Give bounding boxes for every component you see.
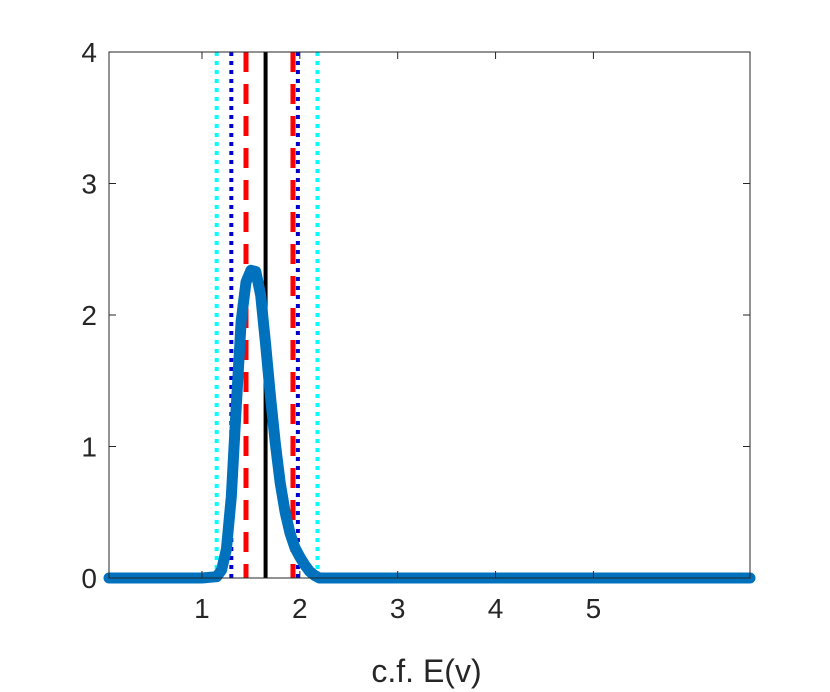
y-tick-label: 4 (81, 37, 97, 68)
y-tick-label: 0 (81, 563, 97, 594)
density-curve (103, 264, 756, 584)
y-tick-label: 3 (81, 169, 97, 200)
x-tick-label: 2 (292, 593, 308, 624)
density-series (103, 264, 756, 584)
x-tick-label: 5 (586, 593, 602, 624)
x-axis: 1 2 3 4 5 (194, 52, 601, 624)
plot-frame (108, 51, 751, 579)
y-tick-label: 2 (81, 300, 97, 331)
x-tick-label: 4 (488, 593, 504, 624)
x-axis-label: c.f. E(v) (371, 653, 481, 689)
y-tick-label: 1 (81, 432, 97, 463)
y-axis: 0 1 2 3 4 (81, 37, 750, 594)
x-tick-label: 1 (194, 593, 210, 624)
x-tick-label: 3 (390, 593, 406, 624)
